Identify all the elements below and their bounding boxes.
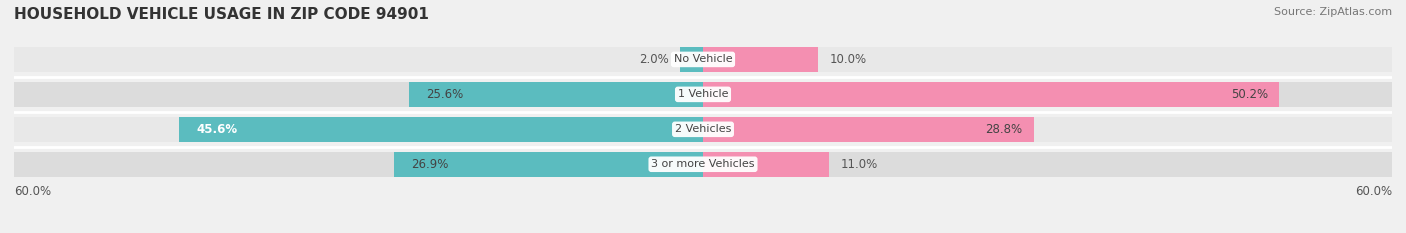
Bar <box>14 117 1392 142</box>
Text: 2.0%: 2.0% <box>638 53 669 66</box>
Bar <box>703 152 830 177</box>
Text: 11.0%: 11.0% <box>841 158 877 171</box>
Text: 50.2%: 50.2% <box>1230 88 1268 101</box>
Text: 3 or more Vehicles: 3 or more Vehicles <box>651 159 755 169</box>
Bar <box>14 152 1392 177</box>
Text: 2 Vehicles: 2 Vehicles <box>675 124 731 134</box>
Bar <box>703 47 818 72</box>
Bar <box>409 82 703 107</box>
Bar <box>703 117 1033 142</box>
Text: 60.0%: 60.0% <box>14 185 51 198</box>
Text: 28.8%: 28.8% <box>986 123 1022 136</box>
Bar <box>14 47 1392 72</box>
Text: Source: ZipAtlas.com: Source: ZipAtlas.com <box>1274 7 1392 17</box>
Text: 60.0%: 60.0% <box>1355 185 1392 198</box>
Text: 25.6%: 25.6% <box>426 88 464 101</box>
Bar <box>14 82 1392 107</box>
Bar <box>681 47 703 72</box>
Text: No Vehicle: No Vehicle <box>673 55 733 64</box>
Text: HOUSEHOLD VEHICLE USAGE IN ZIP CODE 94901: HOUSEHOLD VEHICLE USAGE IN ZIP CODE 9490… <box>14 7 429 22</box>
Text: 1 Vehicle: 1 Vehicle <box>678 89 728 99</box>
Text: 26.9%: 26.9% <box>412 158 449 171</box>
Legend: Owner-occupied, Renter-occupied: Owner-occupied, Renter-occupied <box>575 230 831 233</box>
Bar <box>180 117 703 142</box>
Bar <box>394 152 703 177</box>
Text: 45.6%: 45.6% <box>197 123 238 136</box>
Bar <box>703 82 1279 107</box>
Text: 10.0%: 10.0% <box>830 53 866 66</box>
